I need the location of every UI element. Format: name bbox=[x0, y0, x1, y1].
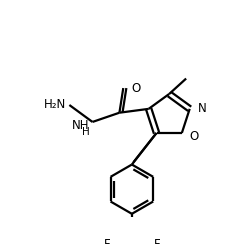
Text: O: O bbox=[131, 81, 140, 94]
Text: O: O bbox=[190, 130, 199, 142]
Text: H₂N: H₂N bbox=[44, 99, 66, 112]
Text: NH: NH bbox=[72, 119, 89, 132]
Text: F: F bbox=[104, 238, 110, 244]
Text: H: H bbox=[82, 127, 89, 137]
Text: F: F bbox=[153, 238, 160, 244]
Text: N: N bbox=[197, 102, 206, 115]
